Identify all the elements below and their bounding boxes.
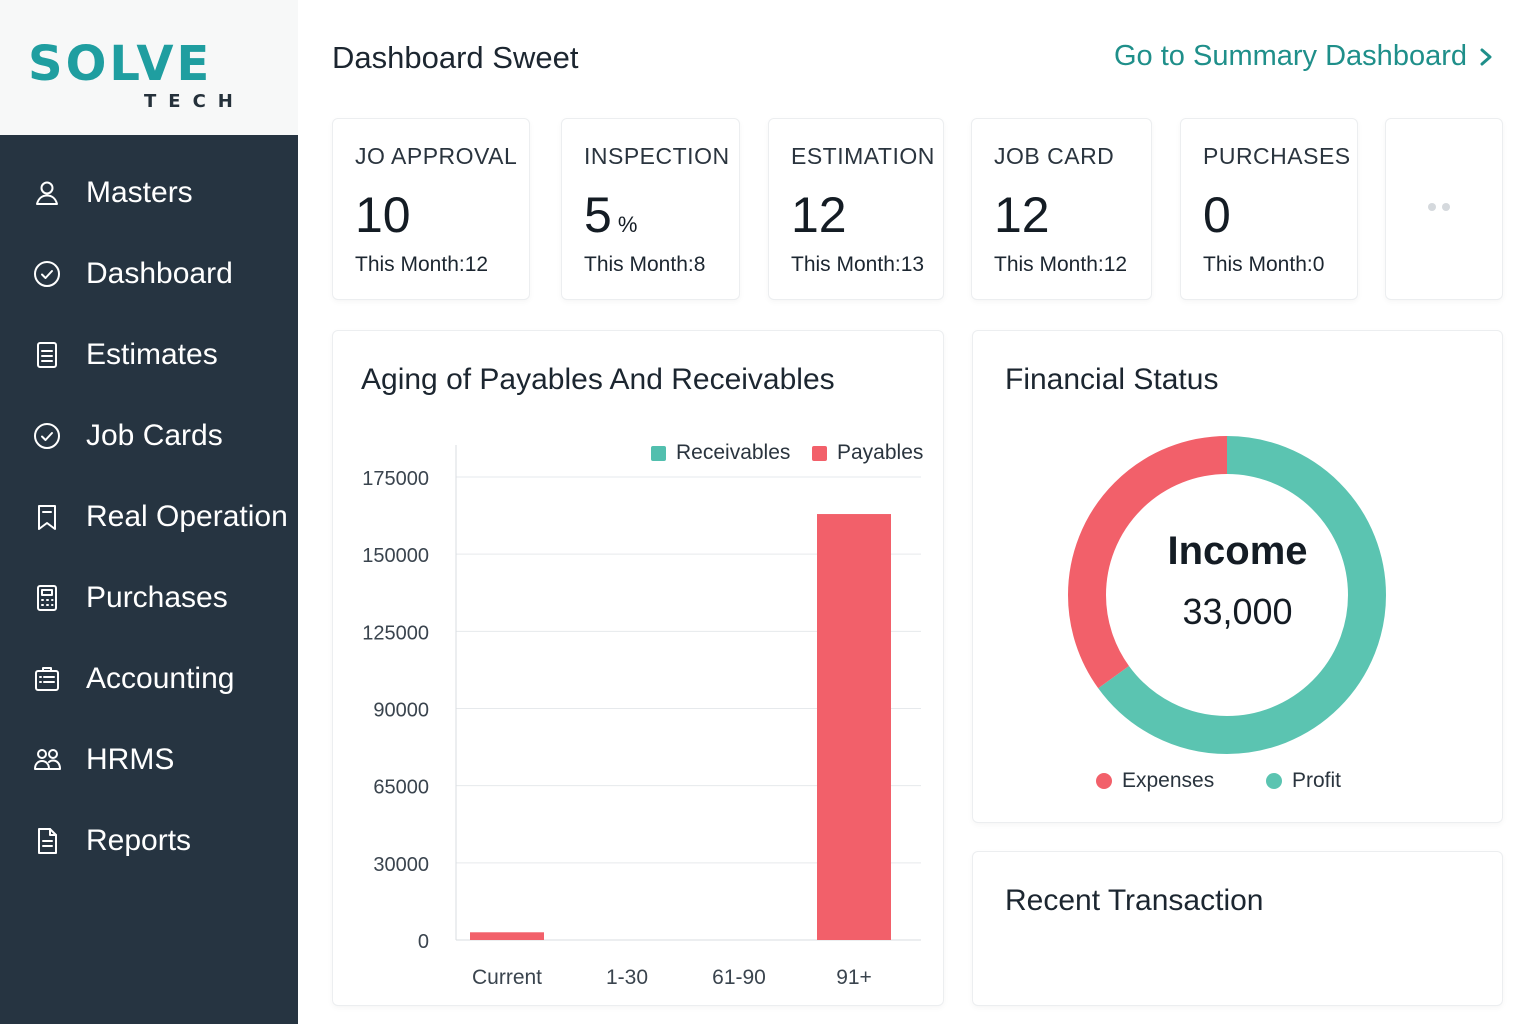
- y-tick-label: 175000: [362, 468, 429, 490]
- sidebar-item-estimates[interactable]: Estimates: [0, 314, 298, 395]
- stat-label: JOB CARD: [994, 143, 1115, 169]
- check-circle-icon: [30, 257, 64, 291]
- sidebar-item-label: Accounting: [86, 661, 235, 695]
- stat-label: INSPECTION: [584, 143, 730, 169]
- stat-this-month: This Month:12: [994, 253, 1128, 276]
- legend-payables[interactable]: Payables: [812, 441, 923, 465]
- users-icon: [30, 743, 64, 777]
- calculator-icon: [30, 581, 64, 615]
- x-tick-label: 91+: [836, 966, 872, 989]
- financial-donut-chart: [1068, 436, 1386, 754]
- x-tick-label: 1-30: [606, 966, 648, 989]
- bar-payables-current[interactable]: [470, 932, 544, 940]
- sidebar-item-hrms[interactable]: HRMS: [0, 719, 298, 800]
- sidebar-item-masters[interactable]: Masters: [0, 152, 298, 233]
- sidebar-item-real-operation[interactable]: Real Operation: [0, 476, 298, 557]
- stat-unit: %: [617, 212, 638, 237]
- bookmark-icon: [30, 500, 64, 534]
- stat-value: 12: [791, 187, 847, 243]
- brand-tagline: TECH: [144, 91, 245, 112]
- sidebar-item-label: Purchases: [86, 580, 228, 614]
- page-title: Dashboard Sweet: [332, 40, 579, 75]
- legend-swatch-profit: [1266, 773, 1282, 789]
- report-icon: [30, 824, 64, 858]
- bar-payables-91+[interactable]: [817, 514, 891, 940]
- sidebar-item-label: Job Cards: [86, 418, 223, 452]
- more-dots-icon: [1428, 203, 1450, 211]
- legend-swatch-expenses: [1096, 773, 1112, 789]
- x-tick-label: Current: [472, 966, 542, 989]
- sidebar-item-label: Reports: [86, 823, 192, 857]
- stat-value: 0: [1203, 187, 1231, 243]
- stat-this-month: This Month:12: [355, 253, 489, 276]
- summary-dashboard-link[interactable]: Go to Summary Dashboard: [1114, 40, 1495, 73]
- y-tick-label: 65000: [373, 777, 429, 799]
- y-tick-label: 150000: [362, 545, 429, 567]
- donut-center-value: 33,000: [1182, 591, 1293, 632]
- y-tick-label: 30000: [373, 854, 429, 876]
- sidebar-nav: Masters Dashboard Estimates Job Cards Re…: [0, 152, 298, 881]
- brand-name: SOLVE: [28, 36, 213, 92]
- legend-receivables[interactable]: Receivables: [651, 441, 790, 465]
- sidebar-item-label: Dashboard: [86, 256, 233, 290]
- recent-transaction-title: Recent Transaction: [1005, 884, 1264, 917]
- aging-chart-title: Aging of Payables And Receivables: [361, 363, 835, 396]
- aging-bar-chart: 175000 150000 125000 90000 65000 30000 0 Curren…: [362, 445, 921, 989]
- sidebar-item-label: Estimates: [86, 337, 218, 371]
- legend-label: Payables: [837, 441, 924, 464]
- user-icon: [30, 176, 64, 210]
- sidebar-item-reports[interactable]: Reports: [0, 800, 298, 881]
- y-tick-label: 90000: [373, 700, 429, 722]
- brand-logo[interactable]: SOLVE TECH: [0, 0, 298, 135]
- legend-swatch-receivables: [651, 445, 666, 461]
- sidebar-item-job-cards[interactable]: Job Cards: [0, 395, 298, 476]
- financial-status-panel: Financial Status Income 33,000 Expenses …: [972, 330, 1503, 823]
- donut-slice-expenses[interactable]: [1068, 436, 1386, 754]
- legend-profit[interactable]: Profit: [1266, 769, 1341, 793]
- sidebar: SOLVE TECH Masters Dashboard Estimates J…: [0, 0, 298, 1024]
- sidebar-item-purchases[interactable]: Purchases: [0, 557, 298, 638]
- clipboard-list-icon: [30, 662, 64, 696]
- chevron-right-icon: [1480, 48, 1492, 65]
- sidebar-item-label: Real Operation: [86, 499, 288, 533]
- sidebar-item-label: Masters: [86, 175, 193, 209]
- stat-card-job-card[interactable]: JOB CARD 12 This Month:12: [971, 118, 1152, 300]
- y-tick-label: 0: [418, 931, 429, 953]
- check-circle-icon: [30, 419, 64, 453]
- aging-chart-panel: Aging of Payables And Receivables 175000…: [332, 330, 944, 1006]
- financial-status-title: Financial Status: [1005, 363, 1219, 396]
- donut-center-title: Income: [1167, 529, 1308, 573]
- stat-value: 10: [355, 187, 411, 243]
- stat-card-more[interactable]: [1385, 118, 1503, 300]
- sidebar-item-accounting[interactable]: Accounting: [0, 638, 298, 719]
- stat-this-month: This Month:0: [1203, 253, 1325, 276]
- stat-card-estimation[interactable]: ESTIMATION 12 This Month:13: [768, 118, 944, 300]
- stat-this-month: This Month:8: [584, 253, 706, 276]
- legend-label: Profit: [1292, 769, 1342, 792]
- legend-label: Expenses: [1122, 769, 1215, 792]
- sidebar-item-dashboard[interactable]: Dashboard: [0, 233, 298, 314]
- legend-swatch-payables: [812, 445, 827, 461]
- sidebar-item-label: HRMS: [86, 742, 175, 776]
- stat-this-month: This Month:13: [791, 253, 925, 276]
- stat-card-inspection[interactable]: INSPECTION 5% This Month:8: [561, 118, 740, 300]
- legend-expenses[interactable]: Expenses: [1096, 769, 1214, 793]
- stat-label: ESTIMATION: [791, 143, 935, 169]
- stat-card-jo-approval[interactable]: JO APPROVAL 10 This Month:12: [332, 118, 530, 300]
- stat-value: 5%: [584, 187, 638, 243]
- document-lines-icon: [30, 338, 64, 372]
- stat-card-purchases[interactable]: PURCHASES 0 This Month:0: [1180, 118, 1358, 300]
- recent-transaction-panel: Recent Transaction: [972, 851, 1503, 1006]
- x-tick-label: 61-90: [712, 966, 766, 989]
- y-tick-label: 125000: [362, 622, 429, 644]
- legend-label: Receivables: [676, 441, 791, 464]
- stat-value: 12: [994, 187, 1050, 243]
- summary-link-label: Go to Summary Dashboard: [1114, 40, 1467, 72]
- stat-label: JO APPROVAL: [355, 143, 518, 169]
- stat-label: PURCHASES: [1203, 143, 1351, 169]
